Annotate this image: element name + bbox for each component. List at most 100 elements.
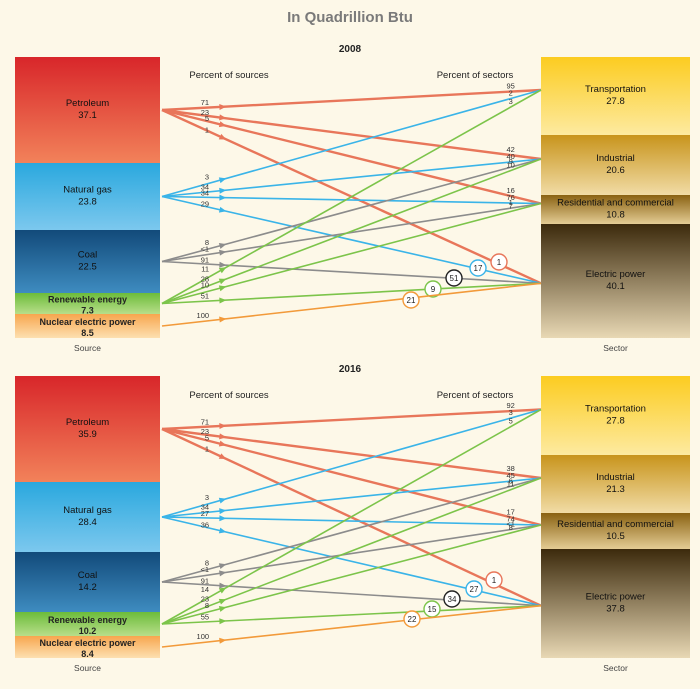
panel-2016: 2016 Percent of sources Percent of sectors… — [15, 364, 690, 673]
source-box-coal — [15, 552, 160, 612]
percent-of-sources-header: Percent of sources — [189, 390, 268, 401]
source-axis-label: Source — [74, 343, 101, 353]
percent-of-sector-label: 27 — [470, 585, 479, 594]
percent-of-sector-label: 17 — [474, 264, 483, 273]
percent-of-source-label: 100 — [197, 311, 210, 320]
source-value: 8.5 — [81, 328, 94, 338]
sector-name: Industrial — [596, 472, 635, 483]
source-box-petroleum — [15, 57, 160, 163]
source-box-petroleum — [15, 376, 160, 482]
sector-box-transportation — [541, 376, 690, 455]
percent-of-source-label: 11 — [201, 265, 209, 274]
percent-of-source-label: 8 — [205, 558, 209, 567]
percent-of-sector-label: 34 — [448, 595, 457, 604]
flow-arrow — [218, 527, 227, 534]
sector-box-industrial — [541, 455, 690, 513]
flow-arrow — [218, 563, 227, 570]
percent-of-source-label: 14 — [201, 585, 209, 594]
source-value: 7.3 — [81, 306, 94, 316]
flow-arrow — [219, 423, 227, 430]
flow-arrow — [219, 508, 227, 515]
percent-of-sources-header: Percent of sources — [189, 70, 268, 81]
source-value: 8.4 — [81, 649, 94, 659]
percent-of-source-label: 8 — [205, 238, 209, 247]
flow-nuclear-electric — [161, 282, 542, 327]
percent-of-source-label: 23 — [201, 108, 209, 117]
source-value: 28.4 — [78, 517, 97, 528]
year-label: 2016 — [339, 364, 362, 375]
flow-arrow — [218, 133, 227, 140]
sector-box-residential — [541, 513, 690, 549]
percent-of-sector-badge — [469, 259, 487, 277]
flow-arrow — [219, 433, 227, 440]
sector-name: Electric power — [586, 592, 646, 603]
sector-name: Transportation — [585, 404, 646, 415]
source-box-nuclear — [15, 636, 160, 658]
flow-petroleum-industrial — [161, 427, 542, 480]
percent-of-sector-label: 16 — [507, 186, 515, 195]
sector-name: Industrial — [596, 153, 635, 164]
percent-of-sector-badge — [402, 291, 420, 309]
source-name: Coal — [78, 250, 98, 261]
percent-of-sector-label: 5 — [509, 417, 513, 426]
percent-of-sector-label: 76 — [507, 193, 515, 202]
flow-arrow — [219, 297, 227, 304]
percent-of-source-label: 34 — [201, 188, 209, 197]
source-name: Natural gas — [63, 505, 112, 516]
percent-of-sectors-header: Percent of sectors — [437, 70, 514, 81]
percent-of-sector-badge — [443, 590, 461, 608]
flow-arrow — [218, 440, 227, 447]
percent-of-sector-label: 22 — [408, 615, 417, 624]
flow-arrow — [218, 606, 227, 612]
sector-name: Residential and commercial — [557, 519, 674, 530]
flow-arrow — [218, 453, 227, 459]
source-name: Natural gas — [63, 185, 112, 196]
percent-of-source-label: 23 — [201, 427, 209, 436]
percent-of-source-label: 8 — [205, 601, 209, 610]
percent-of-source-label: 71 — [201, 98, 209, 107]
percent-of-sectors-header: Percent of sectors — [437, 390, 514, 401]
source-name: Renewable energy — [48, 295, 127, 305]
flow-arrow — [219, 515, 227, 522]
source-value: 14.2 — [78, 582, 97, 593]
percent-of-source-label: 51 — [201, 292, 209, 301]
source-box-nuclear — [15, 314, 160, 338]
source-value: 10.2 — [79, 626, 97, 636]
percent-of-sector-label: 42 — [507, 145, 515, 154]
source-name: Petroleum — [66, 417, 109, 428]
sector-value: 10.8 — [606, 210, 625, 221]
percent-of-sector-label: 21 — [407, 296, 416, 305]
flow-arrow — [219, 316, 227, 323]
percent-of-source-label: 3 — [205, 493, 209, 502]
flow-arrow — [218, 278, 227, 285]
flow-nuclear-electric — [161, 604, 542, 648]
flow-arrow — [219, 114, 227, 121]
percent-of-sector-badge — [465, 580, 483, 598]
percent-of-source-label: 55 — [201, 612, 209, 621]
percent-of-sector-label: 10 — [507, 161, 515, 170]
source-name: Coal — [78, 570, 98, 581]
source-value: 23.8 — [78, 197, 97, 208]
sector-axis-label: Sector — [603, 663, 628, 673]
percent-of-sector-label: 11 — [507, 480, 515, 489]
percent-of-source-label: 91 — [201, 576, 209, 585]
percent-of-sector-label: <1 — [506, 520, 515, 529]
source-name: Petroleum — [66, 98, 109, 109]
percent-of-sector-label: 95 — [507, 82, 515, 91]
flow-arrow — [218, 285, 227, 292]
sector-value: 27.8 — [606, 96, 625, 107]
flow-arrow — [218, 121, 227, 128]
source-box-renewable — [15, 293, 160, 314]
percent-of-sector-label: 1 — [497, 258, 502, 267]
sector-box-transportation — [541, 57, 690, 135]
percent-of-source-label: 100 — [197, 632, 210, 641]
percent-of-sector-label: 38 — [507, 464, 515, 473]
flow-arrow — [219, 249, 227, 256]
flow-petroleum-residential — [161, 108, 542, 205]
source-axis-label: Source — [74, 663, 101, 673]
sector-box-residential — [541, 195, 690, 224]
source-name: Nuclear electric power — [39, 638, 136, 648]
percent-of-source-label: <1 — [200, 565, 209, 574]
percent-of-sector-badge — [490, 253, 508, 271]
flow-arrow — [219, 637, 227, 644]
